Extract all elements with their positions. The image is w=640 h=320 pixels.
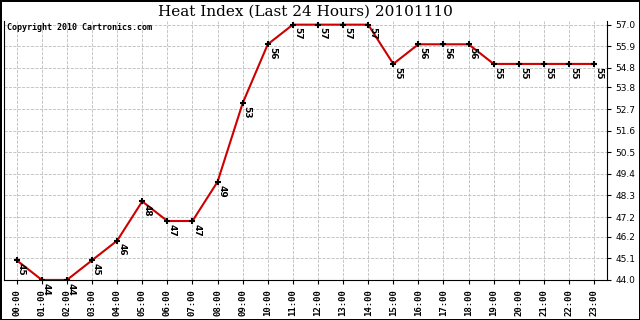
Text: 48: 48	[142, 204, 151, 217]
Text: 56: 56	[444, 47, 452, 60]
Text: 46: 46	[117, 244, 126, 256]
Text: 55: 55	[493, 67, 502, 79]
Text: 45: 45	[92, 263, 101, 276]
Text: 57: 57	[368, 28, 377, 40]
Text: 53: 53	[243, 106, 252, 118]
Text: 56: 56	[419, 47, 428, 60]
Text: 57: 57	[293, 28, 302, 40]
Text: 55: 55	[544, 67, 553, 79]
Text: 55: 55	[569, 67, 578, 79]
Text: 45: 45	[17, 263, 26, 276]
Text: 57: 57	[343, 28, 352, 40]
Text: 47: 47	[167, 224, 177, 236]
Text: 55: 55	[394, 67, 403, 79]
Text: 49: 49	[218, 185, 227, 197]
Text: Copyright 2010 Cartronics.com: Copyright 2010 Cartronics.com	[7, 23, 152, 32]
Text: 44: 44	[67, 283, 76, 295]
Text: 55: 55	[594, 67, 603, 79]
Text: 56: 56	[468, 47, 477, 60]
Text: 47: 47	[193, 224, 202, 236]
Text: 57: 57	[318, 28, 327, 40]
Text: 55: 55	[519, 67, 528, 79]
Text: 56: 56	[268, 47, 276, 60]
Title: Heat Index (Last 24 Hours) 20101110: Heat Index (Last 24 Hours) 20101110	[158, 4, 453, 18]
Text: 44: 44	[42, 283, 51, 295]
